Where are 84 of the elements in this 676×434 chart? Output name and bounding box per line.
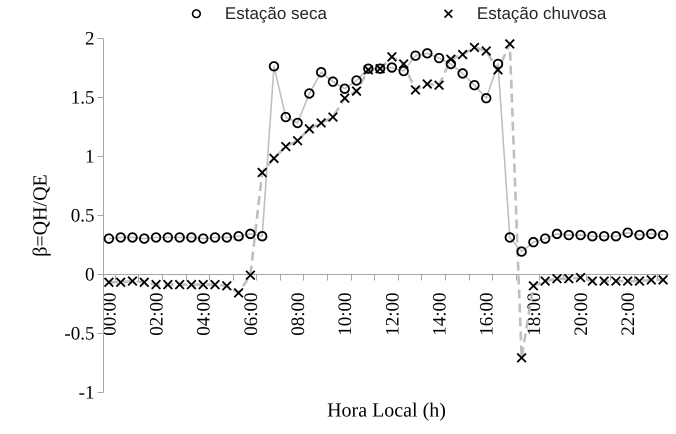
point <box>222 232 232 243</box>
point <box>268 61 280 72</box>
point <box>610 231 622 242</box>
point <box>434 52 444 64</box>
x-tick-label: 14:00 <box>430 292 451 336</box>
point <box>457 68 468 79</box>
point <box>457 49 468 60</box>
point <box>504 232 516 243</box>
point <box>104 233 114 244</box>
point <box>516 352 527 364</box>
point <box>186 232 197 243</box>
point <box>540 276 550 286</box>
point <box>316 67 326 78</box>
point <box>587 231 598 242</box>
point <box>446 54 456 64</box>
point <box>658 230 668 240</box>
x-tick-label: 02:00 <box>146 292 168 336</box>
x-tick-label: 16:00 <box>476 292 498 336</box>
point <box>634 230 645 240</box>
y-axis-title: β=QH/QE <box>29 174 52 257</box>
point <box>245 270 256 280</box>
point <box>328 76 338 87</box>
point <box>245 228 256 240</box>
point <box>469 42 480 53</box>
y-tick-label: 2 <box>85 28 94 50</box>
legend-label: Estação chuvosa <box>476 4 607 23</box>
point <box>469 80 480 90</box>
point <box>316 118 326 128</box>
point <box>646 228 657 240</box>
x-axis-title: Hora Local (h) <box>327 400 446 422</box>
x-tick-label: 20:00 <box>571 292 592 336</box>
y-tick-label: 0.5 <box>70 206 94 226</box>
x-tick-label: 08:00 <box>288 292 310 336</box>
point <box>115 232 126 243</box>
point <box>150 232 162 243</box>
point <box>351 75 362 86</box>
point <box>198 233 208 244</box>
point <box>552 228 562 240</box>
point <box>540 233 550 244</box>
point <box>410 50 421 61</box>
point <box>422 48 432 59</box>
point <box>256 167 268 178</box>
point <box>528 280 539 292</box>
point <box>268 153 280 164</box>
legend-label: Estação seca <box>224 4 328 23</box>
point <box>528 236 539 248</box>
x-tick-label: 10:00 <box>335 292 356 336</box>
point <box>233 288 244 298</box>
point <box>622 227 633 238</box>
x-tick-label: 22:00 <box>618 292 640 336</box>
point <box>398 58 409 70</box>
x-tick-label: 12:00 <box>382 292 404 336</box>
point <box>233 231 244 242</box>
point <box>575 230 586 240</box>
point <box>127 232 138 243</box>
point <box>340 92 350 104</box>
point <box>280 141 291 152</box>
x-tick-label: 04:00 <box>194 292 215 336</box>
point <box>174 232 185 243</box>
point <box>398 66 409 76</box>
y-tick-label: -1 <box>78 382 94 404</box>
point <box>410 84 421 96</box>
point <box>280 112 291 122</box>
y-tick-label: 1 <box>85 146 94 168</box>
y-tick-label: -0.5 <box>64 324 94 344</box>
point <box>564 230 574 240</box>
point <box>446 58 456 70</box>
point <box>139 233 150 244</box>
x-tick-label: 06:00 <box>240 292 262 336</box>
point <box>481 92 492 104</box>
point <box>256 231 268 242</box>
point <box>386 52 398 62</box>
y-tick-label: 0 <box>85 264 94 286</box>
point <box>481 46 492 56</box>
point <box>304 88 315 99</box>
point <box>598 231 610 242</box>
point <box>328 112 338 122</box>
point <box>162 232 174 243</box>
y-tick-label: 1.5 <box>70 88 94 108</box>
point <box>504 38 516 50</box>
point <box>386 62 398 73</box>
point <box>292 135 303 146</box>
point <box>516 246 527 257</box>
point <box>210 232 220 243</box>
